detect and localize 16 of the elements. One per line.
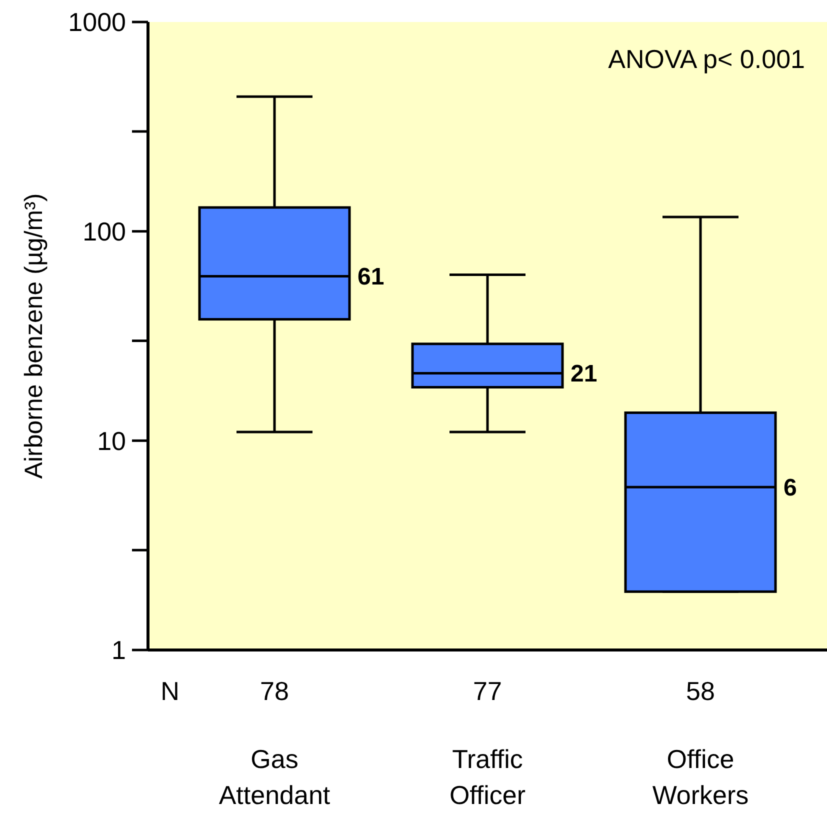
text: 58 — [686, 676, 715, 706]
text: 78 — [260, 676, 289, 706]
y-tick-label: 10 — [97, 426, 126, 456]
y-tick-label: 1 — [112, 635, 126, 666]
annotation: 61 — [358, 264, 384, 291]
text: N — [160, 676, 180, 706]
text: 77 — [473, 676, 502, 706]
x-tick-label: Traffic Officer — [449, 744, 526, 810]
annotation: 6 — [784, 474, 797, 502]
x-tick-label: Office Workers — [652, 744, 749, 810]
y-axis-title: Airborne benzene (µg/m³) — [20, 193, 48, 479]
x-tick-label: Gas Attendant — [218, 744, 331, 810]
y-tick-label: 1000 — [68, 7, 126, 38]
y-tick-label: 100 — [82, 216, 126, 246]
annotation: ANOVA p< 0.001 — [608, 44, 805, 74]
annotation: 21 — [570, 360, 598, 388]
